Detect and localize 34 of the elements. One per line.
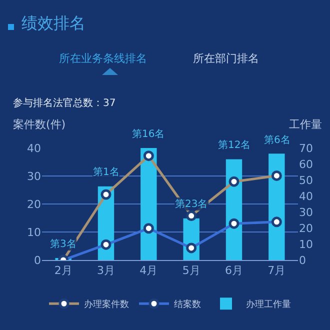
y-tick-label: 10: [27, 226, 41, 239]
x-tick-label: 4月: [140, 264, 158, 278]
y-tick-label: 20: [27, 198, 41, 211]
y2-tick-label: 60: [299, 158, 313, 171]
x-tick-label: 2月: [54, 264, 72, 278]
text: 所在部门排名: [193, 52, 259, 65]
data-label: 第23名: [175, 198, 208, 210]
data-label: 第12名: [218, 139, 251, 151]
data-label: 第3名: [50, 238, 76, 250]
y2-tick-label: 30: [299, 206, 313, 219]
data-label: 第1名: [93, 166, 120, 178]
text: 所在业务条线排名: [59, 52, 147, 65]
legend-label: 办理工作量: [246, 299, 291, 310]
y-tick-label: 40: [27, 142, 41, 155]
chart-subtitle: 参与排名法官总数：37: [13, 97, 116, 109]
y2-tick-label: 20: [299, 222, 313, 235]
y2-tick-label: 70: [299, 142, 313, 155]
data-label: 第6名: [264, 134, 290, 146]
legend-label: 结案数: [174, 299, 201, 310]
y2-tick-label: 0: [299, 254, 306, 267]
x-tick-label: 6月: [225, 264, 243, 278]
y-tick-label: 30: [27, 170, 41, 183]
x-tick-label: 7月: [268, 264, 286, 278]
y-axis-title: 案件数(件): [13, 118, 66, 131]
chart-title: 绩效排名: [21, 14, 86, 33]
y2-tick-label: 50: [299, 174, 313, 187]
y2-axis-title: 工作量: [289, 118, 322, 131]
y2-tick-label: 40: [299, 190, 313, 203]
data-label: 第16名: [132, 128, 165, 140]
y2-tick-label: 10: [299, 238, 313, 251]
legend-label: 办理案件数: [84, 299, 129, 310]
y-tick-label: 0: [34, 254, 41, 267]
x-tick-label: 5月: [182, 264, 200, 278]
x-tick-label: 3月: [97, 264, 115, 278]
